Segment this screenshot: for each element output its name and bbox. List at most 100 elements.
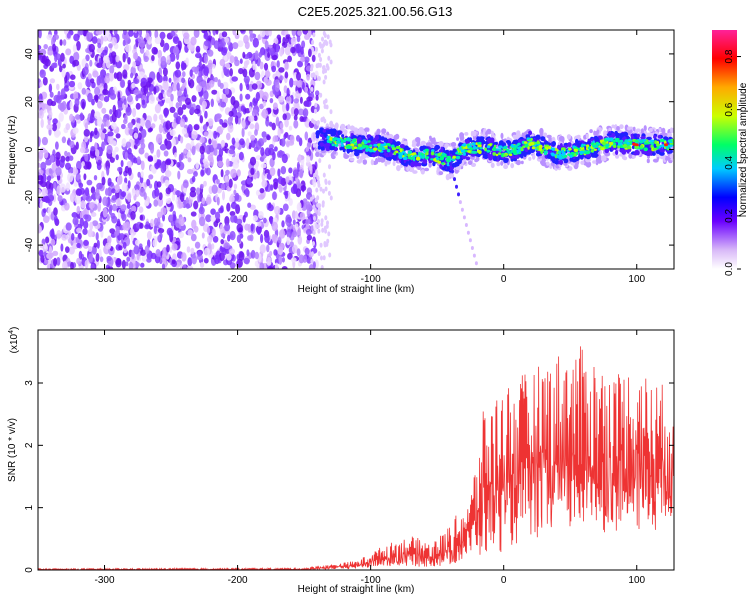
noise-blob	[171, 259, 176, 265]
noise-blob	[81, 161, 85, 167]
signal-halo	[349, 125, 355, 131]
signal-halo	[379, 157, 386, 163]
noise-blob	[169, 52, 176, 62]
noise-blob	[117, 101, 124, 111]
noise-blob	[291, 244, 298, 254]
noise-blob	[228, 149, 235, 155]
signal-peak	[441, 152, 446, 156]
noise-blob	[308, 264, 314, 269]
noise-blob	[111, 36, 117, 46]
noise-edge-blob	[319, 242, 323, 248]
noise-blob	[120, 191, 127, 198]
noise-blob	[208, 138, 212, 145]
noise-blob	[227, 123, 234, 133]
noise-blob	[221, 122, 228, 128]
noise-blob	[290, 46, 296, 54]
signal-peak	[326, 135, 330, 140]
noise-blob	[169, 247, 173, 253]
noise-blob	[44, 149, 49, 159]
noise-blob	[73, 51, 80, 62]
noise-blob	[113, 30, 118, 36]
noise-blob	[56, 174, 61, 181]
colorbar-gradient	[712, 30, 737, 269]
noise-blob	[255, 160, 260, 168]
spectrogram-xlabel: Height of straight line (km)	[298, 284, 415, 295]
signal-core	[444, 150, 448, 154]
noise-blob	[238, 251, 245, 261]
noise-blob	[231, 137, 236, 146]
noise-edge-blob	[324, 186, 328, 192]
signal-halo	[640, 128, 645, 135]
signal-core	[633, 133, 638, 137]
noise-blob	[138, 243, 143, 249]
signal-peak	[528, 139, 533, 142]
signal-peak	[516, 143, 520, 147]
colorbar-ticks: 0.00.20.40.60.8	[724, 49, 741, 276]
noise-blob	[274, 82, 280, 92]
noise-edge-blob	[310, 258, 314, 264]
noise-blob	[132, 52, 138, 60]
noise-blob	[40, 181, 47, 188]
noise-blob	[204, 247, 210, 256]
signal-core	[419, 145, 425, 152]
noise-blob	[40, 118, 44, 128]
noise-blob	[62, 39, 67, 46]
noise-blob	[109, 65, 115, 74]
colorbar-tick-label: 0.6	[724, 102, 735, 116]
signal-peak	[379, 145, 383, 149]
noise-blob	[69, 100, 73, 110]
noise-blob	[49, 78, 56, 84]
signal-tail	[472, 253, 476, 258]
noise-blob	[141, 99, 146, 106]
noise-blob	[76, 40, 81, 51]
noise-blob	[186, 168, 194, 175]
signal-core	[465, 156, 471, 161]
noise-edge-blob	[319, 43, 323, 49]
signal-peak	[362, 144, 367, 148]
spectrogram-ytick-label: -20	[24, 190, 35, 205]
noise-blob	[265, 79, 272, 86]
noise-blob	[138, 206, 144, 213]
signal-peak	[395, 145, 401, 150]
signal-peak	[407, 150, 412, 154]
noise-blob	[220, 239, 224, 245]
signal-peak	[466, 143, 470, 147]
noise-blob	[133, 245, 140, 255]
noise-blob	[267, 204, 274, 212]
noise-blob	[269, 167, 276, 177]
noise-blob	[127, 193, 132, 202]
noise-blob	[82, 228, 88, 236]
noise-blob	[232, 30, 236, 36]
signal-halo	[347, 124, 351, 130]
noise-blob	[152, 239, 157, 247]
noise-blob	[207, 235, 213, 244]
noise-blob	[197, 194, 201, 203]
noise-blob	[56, 185, 61, 196]
signal-peak	[495, 153, 499, 157]
noise-blob	[219, 58, 226, 67]
noise-blob	[38, 162, 41, 168]
noise-blob	[257, 194, 265, 200]
signal-peak	[356, 146, 361, 150]
signal-peak	[634, 140, 639, 143]
noise-blob	[82, 66, 89, 76]
noise-blob	[73, 168, 79, 175]
noise-blob	[79, 30, 84, 36]
noise-edge-blob	[317, 219, 320, 224]
noise-blob	[55, 141, 59, 150]
noise-blob	[215, 113, 222, 119]
noise-blob	[73, 91, 79, 101]
noise-blob	[296, 79, 303, 88]
signal-halo	[632, 126, 636, 132]
noise-blob	[59, 158, 65, 168]
noise-blob	[153, 86, 157, 95]
noise-blob	[279, 47, 284, 57]
noise-blob	[138, 147, 145, 155]
noise-blob	[66, 32, 71, 39]
signal-peak	[512, 150, 517, 154]
noise-blob	[207, 118, 214, 127]
noise-blob	[270, 184, 274, 191]
noise-blob	[281, 220, 285, 228]
noise-blob	[250, 167, 255, 176]
signal-peak	[472, 147, 476, 150]
